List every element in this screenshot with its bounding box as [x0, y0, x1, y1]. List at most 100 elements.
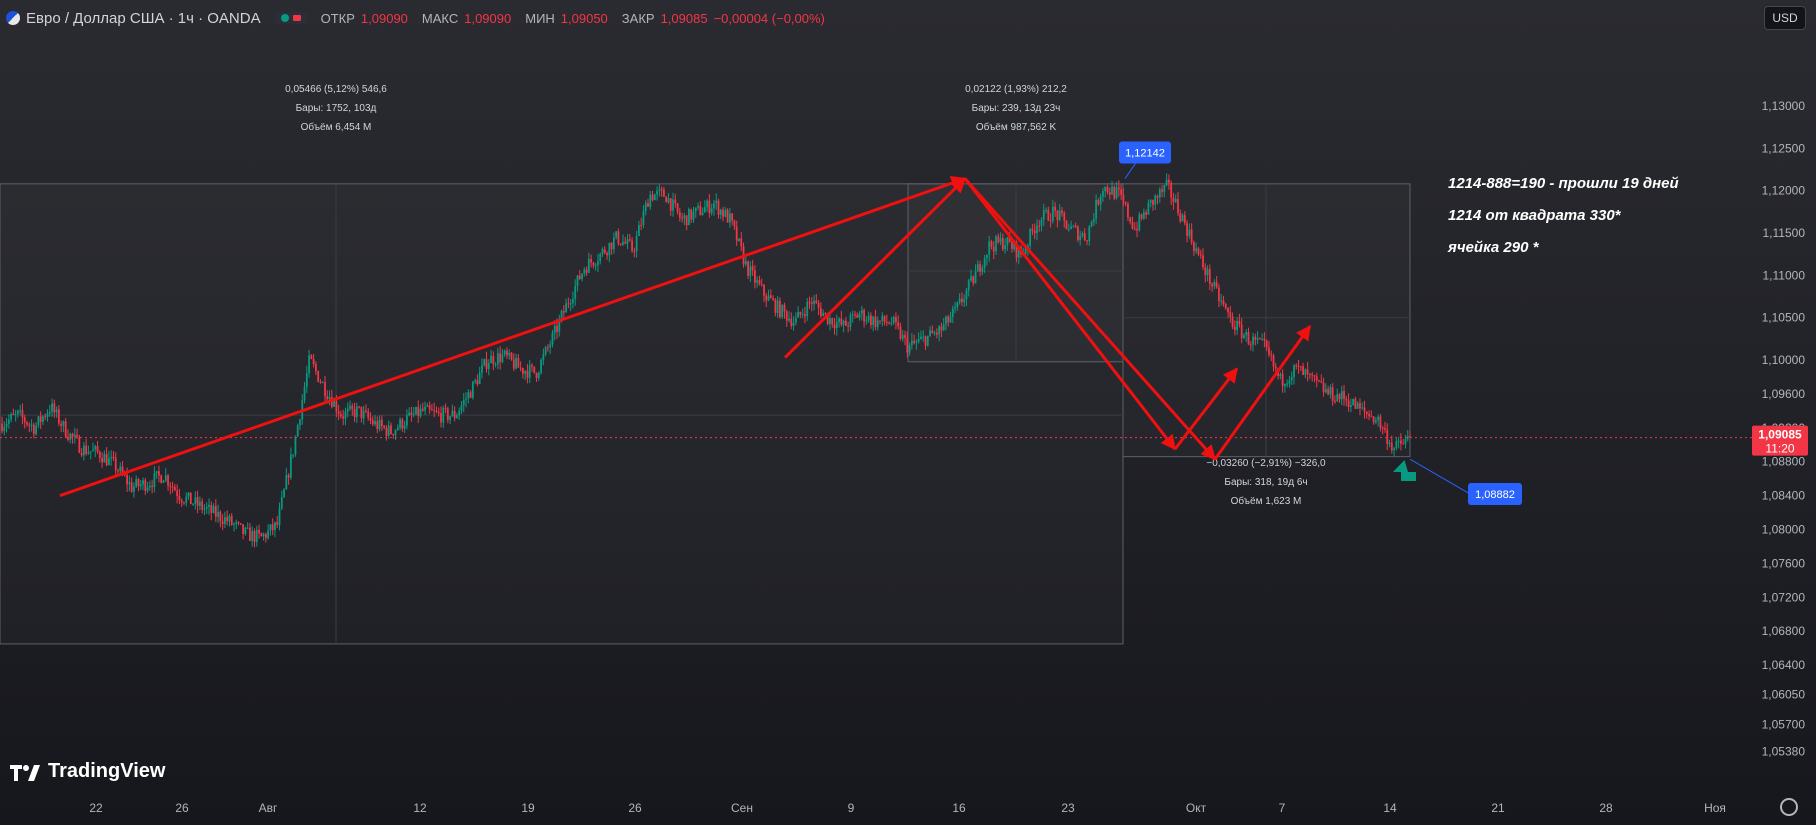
candle-body: [974, 271, 977, 284]
candle-body: [399, 419, 401, 428]
candle-body: [929, 330, 931, 336]
candle-body: [592, 262, 595, 266]
candle-body: [703, 207, 706, 213]
candle-body: [526, 370, 529, 378]
candle-body: [408, 412, 411, 416]
time-tick-label: Ноя: [1704, 801, 1726, 815]
candle-body: [920, 336, 922, 340]
candle-body: [151, 485, 154, 488]
time-tick-label: 9: [848, 801, 855, 815]
price-tick-label: 1,09600: [1762, 387, 1806, 401]
tradingview-logo[interactable]: TradingView: [10, 760, 165, 783]
note-line-2[interactable]: 1214 от квадрата 330*: [1448, 207, 1621, 224]
candle-body: [1299, 366, 1302, 368]
candle-body: [685, 215, 688, 226]
candle-body: [210, 504, 213, 513]
candle-body: [203, 508, 206, 510]
candle-body: [672, 199, 674, 211]
status-indicator[interactable]: [274, 12, 307, 24]
trend-arrow: [963, 177, 1217, 461]
candle-body: [1015, 242, 1018, 258]
candle-body: [1129, 217, 1132, 223]
candle-body: [10, 414, 12, 420]
candle-body: [183, 502, 185, 504]
candle-body: [533, 366, 536, 373]
candle-body: [1095, 199, 1098, 219]
candle-body: [1283, 383, 1286, 387]
candle-body: [221, 521, 224, 524]
candle-body: [833, 324, 836, 329]
candle-body: [735, 226, 738, 241]
candle-body: [349, 405, 351, 409]
candle-body: [1154, 195, 1157, 205]
candle-body: [747, 261, 749, 276]
candle-body: [376, 420, 379, 429]
candle-body: [260, 533, 263, 537]
candle-body: [904, 334, 906, 338]
candle-body: [1170, 182, 1173, 198]
candle-body: [196, 497, 199, 506]
candle-body: [96, 446, 99, 452]
currency-selector[interactable]: USD: [1764, 6, 1806, 30]
candle-body: [838, 318, 840, 322]
candle-body: [540, 359, 542, 373]
menu-lines-icon: [292, 15, 301, 21]
candle-body: [858, 313, 861, 318]
candle-body: [1274, 366, 1277, 369]
candle-body: [517, 357, 520, 368]
candle-body: [1386, 429, 1389, 445]
candle-body: [1063, 213, 1066, 221]
symbol-title[interactable]: Евро / Доллар США · 1ч · OANDA: [26, 9, 261, 27]
note-line-1[interactable]: 1214-888=190 - прошли 19 дней: [1448, 175, 1679, 192]
candle-body: [103, 454, 106, 463]
candle-body: [435, 410, 438, 412]
candle-body: [317, 371, 320, 382]
candle-body: [1054, 206, 1057, 211]
candle-body: [1263, 338, 1266, 341]
candle-body: [783, 304, 786, 312]
candle-body: [60, 423, 63, 426]
candle-body: [85, 445, 88, 454]
candle-body: [419, 408, 422, 417]
candle-body: [1356, 403, 1359, 409]
candle-body: [485, 359, 488, 369]
candle-body: [164, 475, 167, 481]
candle-body: [706, 200, 709, 208]
candle-body: [219, 511, 222, 522]
candle-body: [476, 380, 479, 385]
candle-body: [1302, 366, 1304, 375]
candle-body: [960, 298, 963, 303]
candle-body: [1256, 338, 1259, 340]
candle-body: [560, 310, 563, 320]
open-value: 1,09090: [360, 10, 408, 26]
candle-body: [906, 337, 909, 353]
candle-body: [5, 423, 8, 427]
candle-body: [601, 249, 604, 254]
candle-body: [1001, 238, 1004, 250]
candle-body: [681, 217, 684, 219]
candle-body: [576, 275, 579, 286]
price-tick-label: 1,12500: [1762, 141, 1806, 155]
candle-body: [547, 347, 549, 349]
candle-body: [367, 411, 370, 418]
candle-body: [1372, 416, 1375, 423]
note-line-3[interactable]: ячейка 290 *: [1448, 239, 1539, 256]
change-value: −0,00004 (−0,00%): [713, 10, 825, 26]
candle-body: [499, 353, 502, 363]
price-tick-label: 1,08000: [1762, 523, 1806, 537]
candle-body: [112, 456, 115, 458]
time-tick-label: 26: [628, 801, 642, 815]
candle-body: [110, 456, 113, 459]
candle-body: [1258, 338, 1261, 340]
candle-body: [578, 275, 581, 280]
candle-body: [947, 316, 950, 323]
candle-body: [146, 487, 149, 491]
settings-gear-icon[interactable]: [1780, 798, 1798, 816]
candle-body: [1070, 226, 1072, 230]
measure-change-label: 0,02122 (1,93%) 212,2: [965, 84, 1067, 95]
buy-signal-arrow-icon: [1393, 460, 1416, 481]
candle-body: [656, 190, 658, 195]
chart-header: Евро / Доллар США · 1ч · OANDA ОТКР 1,090…: [6, 8, 825, 28]
